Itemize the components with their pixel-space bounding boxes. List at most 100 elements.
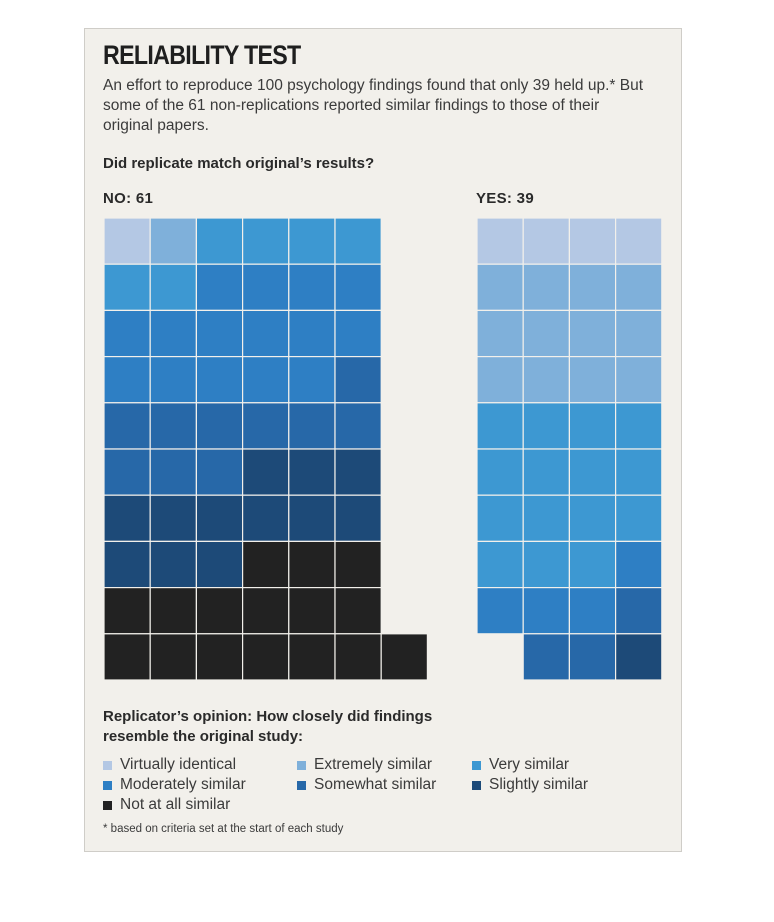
waffle-cell-1-extremely-similar bbox=[568, 309, 617, 358]
group-label-yes: YES: 39 bbox=[476, 190, 534, 207]
waffle-cell-1-very-similar bbox=[476, 494, 524, 543]
waffle-cell-0-somewhat-similar bbox=[242, 402, 290, 450]
waffle-cell-1-moderately-similar bbox=[522, 586, 571, 635]
waffle-cell-0-moderately-similar bbox=[334, 263, 382, 312]
waffle-cell-0-somewhat-similar bbox=[149, 448, 197, 496]
waffle-cell-0-slightly-similar bbox=[288, 448, 336, 496]
legend-swatch bbox=[103, 760, 112, 770]
waffle-cell-0-somewhat-similar bbox=[195, 448, 244, 496]
waffle-cell-1-very-similar bbox=[568, 540, 617, 589]
waffle-cell-0-slightly-similar bbox=[334, 494, 382, 543]
waffle-cell-0-not-at-all-similar bbox=[242, 540, 290, 589]
waffle-cell-0-slightly-similar bbox=[334, 448, 382, 496]
waffle-cell-0-not-at-all-similar bbox=[242, 586, 290, 635]
waffle-cell-1-moderately-similar bbox=[614, 540, 663, 589]
waffle-cell-0-virtually-identical bbox=[103, 217, 151, 265]
legend-swatch bbox=[103, 780, 112, 790]
waffle-cell-1-very-similar bbox=[568, 494, 617, 543]
waffle-cell-0-not-at-all-similar bbox=[149, 586, 197, 635]
waffle-cell-0-extremely-similar bbox=[149, 217, 197, 265]
waffle-cell-0-not-at-all-similar bbox=[334, 633, 382, 681]
waffle-cell-1-slightly-similar bbox=[614, 633, 663, 681]
waffle-cell-1-virtually-identical bbox=[522, 217, 571, 265]
waffle-cell-1-extremely-similar bbox=[476, 263, 524, 312]
waffle-cell-1-very-similar bbox=[522, 540, 571, 589]
waffle-cell-1-extremely-similar bbox=[522, 309, 571, 358]
waffle-cell-0-not-at-all-similar bbox=[103, 586, 151, 635]
legend-label: Somewhat similar bbox=[314, 776, 437, 793]
waffle-cell-1-extremely-similar bbox=[614, 309, 663, 358]
waffle-cell-1-very-similar bbox=[614, 494, 663, 543]
waffle-cell-1-very-similar bbox=[568, 448, 617, 496]
waffle-cell-0-not-at-all-similar bbox=[288, 633, 336, 681]
waffle-cell-1-somewhat-similar bbox=[614, 586, 663, 635]
waffle-cell-0-very-similar bbox=[149, 263, 197, 312]
waffle-cell-0-slightly-similar bbox=[103, 494, 151, 543]
waffle-cell-1-virtually-identical bbox=[476, 217, 524, 265]
waffle-cell-0-moderately-similar bbox=[195, 263, 244, 312]
legend-label: Extremely similar bbox=[314, 756, 432, 773]
waffle-cell-1-extremely-similar bbox=[476, 356, 524, 404]
legend-item-not-at-all-similar: Not at all similar bbox=[103, 796, 230, 814]
legend-item-very-similar: Very similar bbox=[472, 756, 569, 774]
waffle-cell-0-not-at-all-similar bbox=[242, 633, 290, 681]
waffle-cell-0-moderately-similar bbox=[195, 309, 244, 358]
waffle-cell-1-extremely-similar bbox=[614, 263, 663, 312]
waffle-cell-0-moderately-similar bbox=[242, 263, 290, 312]
legend-label: Moderately similar bbox=[120, 776, 246, 793]
footnote: * based on criteria set at the start of … bbox=[103, 823, 344, 835]
waffle-cell-1-very-similar bbox=[476, 448, 524, 496]
waffle-cell-0-moderately-similar bbox=[103, 309, 151, 358]
legend-swatch bbox=[297, 780, 306, 790]
waffle-cell-0-not-at-all-similar bbox=[380, 633, 429, 681]
waffle-cell-1-virtually-identical bbox=[614, 217, 663, 265]
waffle-cell-0-not-at-all-similar bbox=[195, 633, 244, 681]
waffle-cell-1-very-similar bbox=[614, 448, 663, 496]
legend-item-somewhat-similar: Somewhat similar bbox=[297, 776, 436, 794]
group-label-no: NO: 61 bbox=[103, 190, 154, 207]
waffle-cell-0-moderately-similar bbox=[288, 263, 336, 312]
legend-item-slightly-similar: Slightly similar bbox=[472, 776, 588, 794]
waffle-cell-0-somewhat-similar bbox=[288, 402, 336, 450]
waffle-cell-0-moderately-similar bbox=[195, 356, 244, 404]
legend-item-moderately-similar: Moderately similar bbox=[103, 776, 246, 794]
waffle-cell-0-moderately-similar bbox=[103, 356, 151, 404]
waffle-cell-0-very-similar bbox=[288, 217, 336, 265]
waffle-cell-1-extremely-similar bbox=[568, 356, 617, 404]
waffle-cell-0-slightly-similar bbox=[242, 448, 290, 496]
legend-swatch bbox=[472, 780, 481, 790]
waffle-cell-1-extremely-similar bbox=[522, 263, 571, 312]
waffle-cell-0-slightly-similar bbox=[149, 540, 197, 589]
waffle-cell-1-somewhat-similar bbox=[568, 633, 617, 681]
waffle-cell-0-not-at-all-similar bbox=[103, 633, 151, 681]
legend-title: Replicator’s opinion: How closely did fi… bbox=[103, 708, 433, 745]
waffle-cell-0-slightly-similar bbox=[195, 494, 244, 543]
waffle-cell-1-extremely-similar bbox=[476, 309, 524, 358]
waffle-cell-1-very-similar bbox=[522, 402, 571, 450]
waffle-cell-1-very-similar bbox=[522, 494, 571, 543]
legend-swatch bbox=[472, 760, 481, 770]
waffle-cell-0-not-at-all-similar bbox=[288, 540, 336, 589]
waffle-cell-0-moderately-similar bbox=[288, 309, 336, 358]
waffle-cell-1-moderately-similar bbox=[568, 586, 617, 635]
waffle-cell-0-moderately-similar bbox=[288, 356, 336, 404]
waffle-cell-0-moderately-similar bbox=[242, 309, 290, 358]
waffle-cell-0-somewhat-similar bbox=[334, 402, 382, 450]
waffle-cell-0-very-similar bbox=[334, 217, 382, 265]
waffle-cell-0-slightly-similar bbox=[149, 494, 197, 543]
waffle-cell-0-very-similar bbox=[195, 217, 244, 265]
waffle-cell-1-very-similar bbox=[476, 402, 524, 450]
waffle-cell-0-not-at-all-similar bbox=[288, 586, 336, 635]
waffle-cell-0-not-at-all-similar bbox=[149, 633, 197, 681]
waffle-cell-0-very-similar bbox=[242, 217, 290, 265]
legend-swatch bbox=[103, 800, 112, 810]
waffle-cell-1-very-similar bbox=[476, 540, 524, 589]
waffle-cell-1-somewhat-similar bbox=[522, 633, 571, 681]
waffle-cell-1-virtually-identical bbox=[568, 217, 617, 265]
waffle-cell-0-not-at-all-similar bbox=[334, 540, 382, 589]
chart-title: RELIABILITY TEST bbox=[103, 40, 301, 70]
legend-label: Not at all similar bbox=[120, 796, 231, 813]
legend-item-extremely-similar: Extremely similar bbox=[297, 756, 432, 774]
waffle-cell-0-slightly-similar bbox=[242, 494, 290, 543]
